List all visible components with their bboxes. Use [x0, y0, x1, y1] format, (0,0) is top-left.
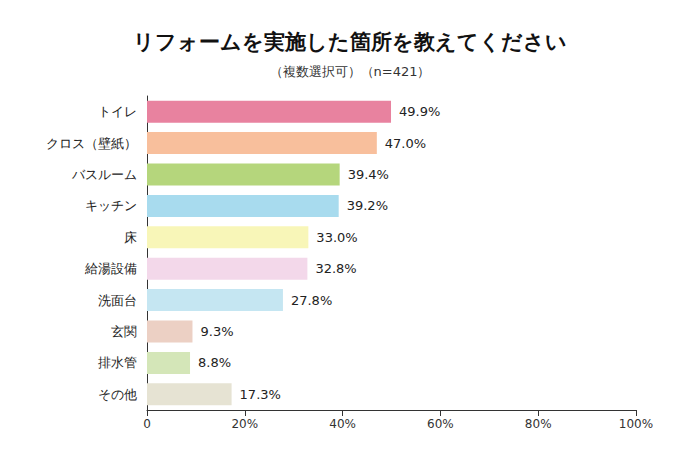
svg-text:60%: 60%	[427, 417, 454, 431]
svg-text:80%: 80%	[525, 417, 552, 431]
svg-text:床: 床	[124, 230, 137, 245]
svg-text:玄関: 玄関	[111, 324, 137, 339]
svg-text:バスルーム: バスルーム	[71, 167, 137, 182]
svg-text:20%: 20%	[231, 417, 258, 431]
svg-text:排水管: 排水管	[98, 355, 137, 370]
svg-text:32.8%: 32.8%	[315, 261, 356, 276]
svg-text:33.0%: 33.0%	[316, 230, 357, 245]
svg-text:39.4%: 39.4%	[348, 167, 389, 182]
svg-text:トイレ: トイレ	[98, 104, 137, 119]
svg-text:給湯設備: 給湯設備	[84, 261, 137, 276]
svg-text:9.3%: 9.3%	[200, 324, 233, 339]
svg-text:47.0%: 47.0%	[385, 136, 426, 151]
svg-text:39.2%: 39.2%	[347, 198, 388, 213]
svg-text:0: 0	[143, 417, 151, 431]
svg-text:キッチン: キッチン	[85, 198, 137, 213]
svg-text:リフォームを実施した箇所を教えてください: リフォームを実施した箇所を教えてください	[133, 30, 567, 54]
svg-text:27.8%: 27.8%	[291, 293, 332, 308]
svg-text:100%: 100%	[619, 417, 653, 431]
svg-text:40%: 40%	[329, 417, 356, 431]
svg-text:17.3%: 17.3%	[240, 387, 281, 402]
svg-text:その他: その他	[98, 387, 137, 402]
svg-text:8.8%: 8.8%	[198, 355, 231, 370]
svg-text:（複数選択可）（n=421）: （複数選択可）（n=421）	[270, 64, 431, 79]
svg-text:クロス（壁紙）: クロス（壁紙）	[46, 136, 137, 151]
svg-text:49.9%: 49.9%	[399, 104, 440, 119]
svg-text:洗面台: 洗面台	[98, 293, 137, 308]
